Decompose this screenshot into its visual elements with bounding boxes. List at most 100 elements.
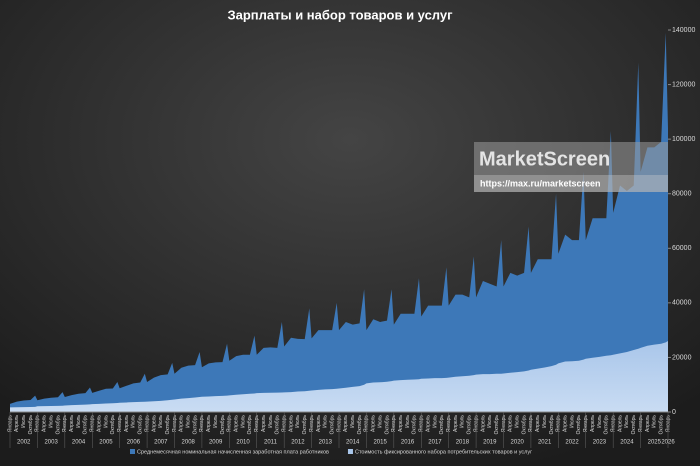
x-tick-label: Октябрь — [467, 415, 473, 435]
year-label: 2014 — [346, 440, 360, 446]
year-label: 2025 — [648, 440, 662, 446]
x-tick-label: Апрель — [14, 415, 20, 432]
x-tick-label: Октябрь — [658, 415, 664, 435]
x-tick-label: Октябрь — [604, 415, 610, 435]
y-tick-label: 140000 — [672, 27, 695, 34]
watermark-url: https://max.ru/marketscreen — [480, 178, 601, 188]
year-label: 2019 — [483, 440, 497, 446]
x-tick-label: Октябрь — [549, 415, 555, 435]
year-label: 2018 — [456, 440, 470, 446]
x-tick-label: Июль — [240, 415, 246, 428]
y-tick-label: 0 — [672, 409, 676, 416]
x-tick-label: Январь — [364, 415, 370, 433]
year-label: 2009 — [209, 440, 223, 446]
x-tick-label: Октябрь — [220, 415, 226, 435]
year-label: 2016 — [401, 440, 415, 446]
x-tick-label: Апрель — [535, 415, 541, 432]
x-tick-label: Апрель — [151, 415, 157, 432]
x-tick-label: Июль — [487, 415, 493, 428]
x-tick-label: Июль — [268, 415, 274, 428]
x-tick-label: Апрель — [179, 415, 185, 432]
year-label: 2022 — [565, 440, 579, 446]
x-tick-label: Январь — [117, 415, 123, 433]
x-tick-label: Июль — [76, 415, 82, 428]
year-label: 2002 — [17, 440, 31, 446]
x-tick-label: Октябрь — [275, 415, 281, 435]
x-tick-label: Июль — [460, 415, 466, 428]
x-tick-label: Январь — [419, 415, 425, 433]
x-tick-label: Октябрь — [28, 415, 34, 435]
x-tick-label: Январь — [556, 415, 562, 433]
y-tick-label: 80000 — [672, 191, 692, 198]
x-tick-label: Июль — [21, 415, 27, 428]
x-tick-label: Октябрь — [384, 415, 390, 435]
legend-swatch — [130, 449, 135, 454]
x-tick-label: Июль — [295, 415, 301, 428]
year-label: 2015 — [373, 440, 387, 446]
x-tick-label: Июль — [158, 415, 164, 428]
x-tick-label: Апрель — [617, 415, 623, 432]
x-tick-label: Январь — [446, 415, 452, 433]
x-tick-label: Июль — [103, 415, 109, 428]
x-tick-label: Октябрь — [192, 415, 198, 435]
x-tick-label: Октябрь — [83, 415, 89, 435]
x-tick-label: Октябрь — [165, 415, 171, 435]
year-label: 2021 — [538, 440, 552, 446]
x-tick-label: Январь — [35, 415, 41, 433]
x-tick-label: Январь — [309, 415, 315, 433]
year-label: 2003 — [44, 440, 58, 446]
x-tick-label: Июль — [652, 415, 658, 428]
x-tick-label: Июль — [542, 415, 548, 428]
y-tick-label: 100000 — [672, 136, 695, 143]
x-tick-label: Январь — [610, 415, 616, 433]
x-tick-label: Октябрь — [521, 415, 527, 435]
x-tick-label: Апрель — [316, 415, 322, 432]
plot-area: 0 20000 40000 60000 80000 100000 120000 140000 Я… — [7, 27, 695, 456]
x-tick-label: Январь — [528, 415, 534, 433]
x-tick-label: Апрель — [261, 415, 267, 432]
x-tick-label: Июль — [597, 415, 603, 428]
x-tick-label: Июль — [350, 415, 356, 428]
x-tick-label: Октябрь — [576, 415, 582, 435]
x-tick-label: Октябрь — [631, 415, 637, 435]
x-tick-label: Июль — [569, 415, 575, 428]
x-tick-label: Апрель — [69, 415, 75, 432]
x-tick-label: Январь — [473, 415, 479, 433]
x-tick-label: Январь — [501, 415, 507, 433]
x-tick-label: Январь — [638, 415, 644, 433]
x-tick-label: Апрель — [645, 415, 651, 432]
year-label: 2008 — [182, 440, 196, 446]
x-tick-label: Октябрь — [302, 415, 308, 435]
legend-label: Среднемесячная номинальная начисленная з… — [137, 449, 329, 455]
x-tick-label: Июль — [48, 415, 54, 428]
year-label: 2006 — [127, 440, 141, 446]
x-tick-label: Январь — [7, 415, 13, 433]
y-tick-label: 20000 — [672, 354, 692, 361]
chart-title: Зарплаты и набор товаров и услуг — [227, 7, 453, 22]
x-tick-label: Январь — [281, 415, 287, 433]
x-tick-label: Июль — [405, 415, 411, 428]
x-tick-label: Июль — [213, 415, 219, 428]
x-tick-label: Январь — [144, 415, 150, 433]
x-tick-label: Апрель — [371, 415, 377, 432]
x-tick-label: Июль — [624, 415, 630, 428]
x-tick-label: Апрель — [288, 415, 294, 432]
area — [10, 32, 668, 412]
year-label: 2011 — [264, 440, 278, 446]
x-tick-label: Январь — [90, 415, 96, 433]
year-label: 2013 — [319, 440, 333, 446]
year-label: 2023 — [593, 440, 607, 446]
year-label: 2024 — [620, 440, 634, 446]
x-tick-label: Апрель — [206, 415, 212, 432]
x-tick-label: Апрель — [425, 415, 431, 432]
x-tick-label: Январь — [172, 415, 178, 433]
x-tick-label: Октябрь — [494, 415, 500, 435]
x-tick-label: Январь — [254, 415, 260, 433]
x-tick-label: Июль — [377, 415, 383, 428]
x-tick-label: Апрель — [480, 415, 486, 432]
x-tick-label: Январь — [583, 415, 589, 433]
x-tick-label: Октябрь — [412, 415, 418, 435]
x-tick-label: Октябрь — [247, 415, 253, 435]
x-tick-label: Октябрь — [138, 415, 144, 435]
